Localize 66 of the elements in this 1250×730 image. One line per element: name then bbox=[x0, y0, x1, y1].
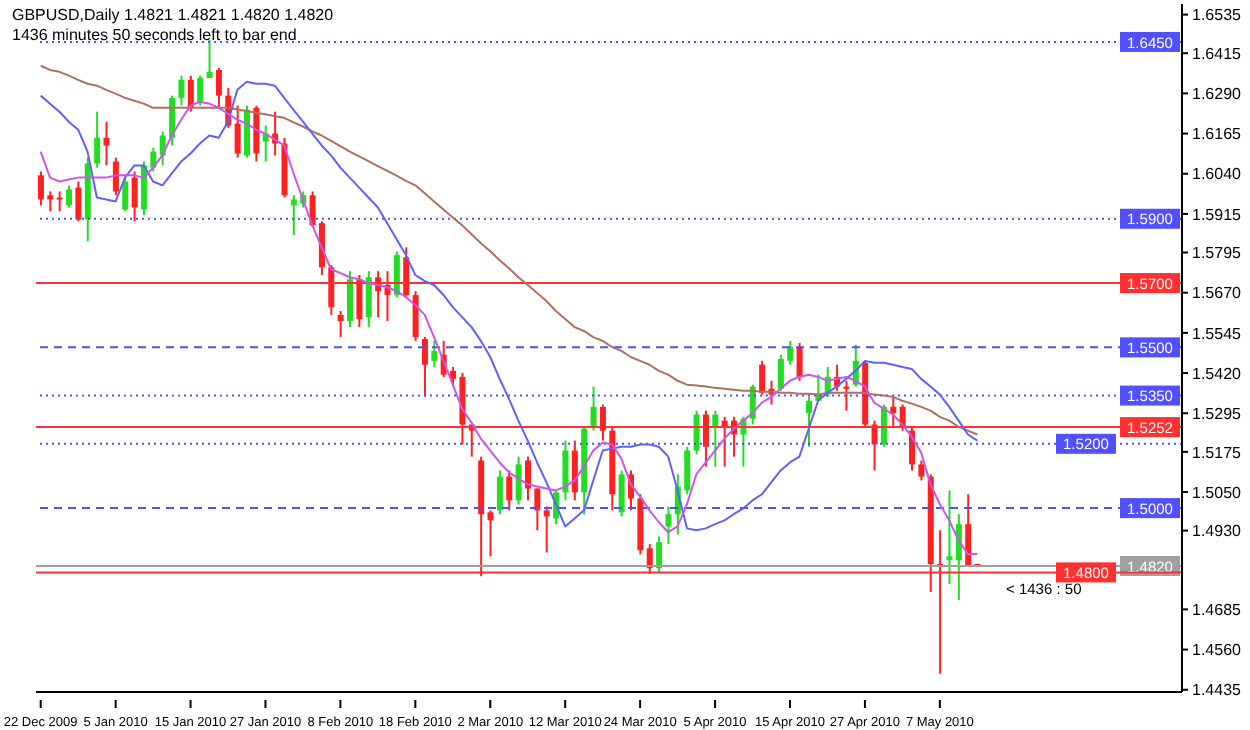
y-tick-label: 1.5915 bbox=[1192, 205, 1243, 224]
candlestick bbox=[946, 489, 953, 585]
candlestick bbox=[702, 409, 709, 468]
candlestick bbox=[534, 487, 541, 532]
candlestick bbox=[890, 395, 897, 428]
y-tick-label: 1.6535 bbox=[1192, 6, 1243, 25]
candlestick bbox=[403, 246, 410, 299]
y-tick-label: 1.6415 bbox=[1192, 44, 1243, 63]
candlestick bbox=[656, 535, 663, 574]
candlestick bbox=[571, 439, 578, 502]
candlestick bbox=[421, 336, 428, 398]
candlestick bbox=[965, 493, 972, 567]
y-tick-label: 1.5795 bbox=[1192, 244, 1243, 263]
candlestick bbox=[796, 341, 803, 382]
candlestick bbox=[693, 409, 700, 456]
candlestick bbox=[646, 543, 653, 576]
candlestick bbox=[103, 120, 110, 167]
candlestick bbox=[665, 505, 672, 546]
candlestick bbox=[431, 339, 438, 368]
candlestick bbox=[94, 110, 101, 169]
candlestick bbox=[197, 74, 204, 107]
y-tick-label: 1.6165 bbox=[1192, 125, 1243, 144]
candlestick bbox=[496, 469, 503, 516]
candlestick bbox=[75, 180, 82, 223]
candlestick bbox=[215, 66, 222, 109]
y-tick-label: 1.5420 bbox=[1192, 364, 1243, 383]
y-tick-label: 1.5295 bbox=[1192, 404, 1243, 423]
candlestick bbox=[562, 439, 569, 502]
y-tick-label: 1.5545 bbox=[1192, 324, 1243, 343]
chart-title: GBPUSD,Daily 1.4821 1.4821 1.4820 1.4820 bbox=[12, 6, 334, 26]
candlestick bbox=[122, 176, 129, 213]
candlestick bbox=[206, 39, 213, 79]
candlestick bbox=[337, 310, 344, 339]
candlestick bbox=[112, 156, 119, 197]
y-tick-label: 1.4435 bbox=[1192, 681, 1243, 700]
candlestick bbox=[805, 395, 812, 448]
line-series bbox=[39, 64, 979, 436]
candlestick bbox=[347, 270, 354, 329]
y-tick-label: 1.4560 bbox=[1192, 641, 1243, 660]
candlestick bbox=[131, 170, 138, 223]
candlestick bbox=[590, 385, 597, 432]
y-tick-label: 1.6040 bbox=[1192, 165, 1243, 184]
y-tick-label: 1.4685 bbox=[1192, 601, 1243, 620]
y-tick-label: 1.6290 bbox=[1192, 85, 1243, 104]
candlestick bbox=[487, 509, 494, 558]
candlestick bbox=[365, 270, 372, 329]
y-tick-label: 1.5050 bbox=[1192, 483, 1243, 502]
candlestick bbox=[356, 274, 363, 329]
candlestick bbox=[66, 184, 73, 209]
candlestick bbox=[234, 104, 241, 159]
candlestick bbox=[412, 290, 419, 342]
y-tick-label: 1.5670 bbox=[1192, 284, 1243, 303]
candlestick bbox=[506, 469, 513, 512]
candlestick bbox=[187, 74, 194, 113]
candlestick bbox=[759, 359, 766, 396]
y-tick-label: 1.5175 bbox=[1192, 443, 1243, 462]
candlestick bbox=[599, 403, 606, 442]
y-tick-label: 1.4930 bbox=[1192, 522, 1243, 541]
text: 1436 minutes 50 seconds left to bar end bbox=[12, 26, 299, 46]
candlestick bbox=[178, 74, 185, 107]
candlestick bbox=[712, 409, 719, 468]
candlestick bbox=[543, 505, 550, 554]
candlestick bbox=[918, 459, 925, 482]
candlestick bbox=[515, 455, 522, 506]
candlestick bbox=[56, 190, 63, 213]
candlestick bbox=[618, 469, 625, 518]
